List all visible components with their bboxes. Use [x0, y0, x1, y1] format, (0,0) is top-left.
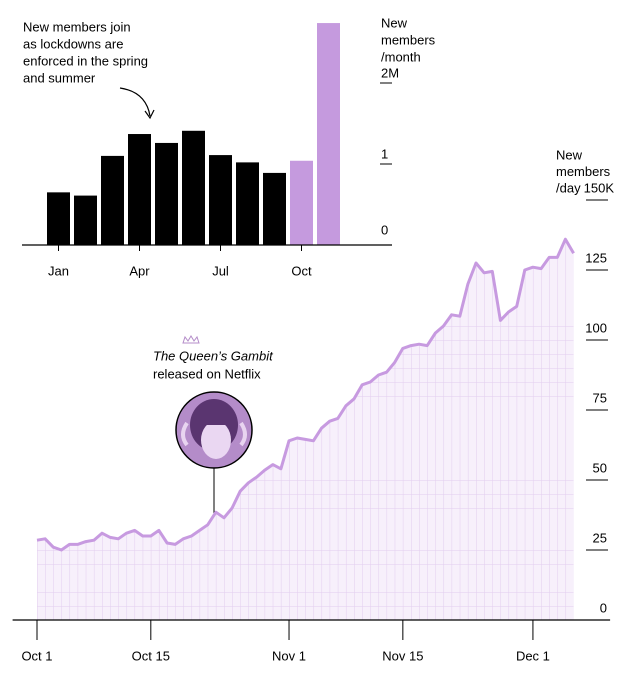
y-tick-label: 0	[381, 222, 388, 237]
bar	[128, 134, 151, 245]
crown-icon	[182, 335, 200, 344]
annotation: and summer	[23, 70, 96, 85]
y-tick-label: 1	[381, 146, 388, 161]
x-tick-label: Oct	[291, 263, 312, 278]
y-tick-label: 75	[593, 390, 607, 405]
bar	[317, 23, 340, 246]
bar	[155, 142, 178, 245]
y-tick-label: 50	[593, 460, 607, 475]
annotation: enforced in the spring	[23, 53, 148, 68]
y-axis-label: members	[556, 164, 611, 179]
area	[37, 239, 574, 620]
bar	[47, 192, 70, 245]
bar	[263, 172, 286, 245]
y-axis-label: /month	[381, 49, 421, 64]
bar	[74, 195, 97, 245]
annotation: New members join	[23, 19, 131, 34]
y-tick-label: 125	[585, 250, 607, 265]
bar	[236, 162, 259, 245]
x-tick-label: Nov 1	[272, 648, 306, 663]
y-axis-label: New	[381, 15, 408, 30]
x-tick-label: Jul	[212, 263, 229, 278]
x-tick-label: Jan	[48, 263, 69, 278]
y-tick-label: 150K	[584, 180, 615, 195]
y-axis-label: /day	[556, 180, 581, 195]
x-tick-label: Oct 15	[132, 648, 170, 663]
y-axis-label: members	[381, 32, 436, 47]
annotation: as lockdowns are	[23, 36, 123, 51]
annotation-title: The Queen’s Gambit	[153, 348, 274, 363]
annotation: released on Netflix	[153, 366, 261, 381]
arrow-head	[144, 109, 155, 120]
arrow	[119, 87, 151, 117]
bar	[182, 130, 205, 245]
x-tick-label: Dec 1	[516, 648, 550, 663]
bar	[290, 160, 313, 245]
y-tick-label: 100	[585, 320, 607, 335]
bar	[209, 155, 232, 245]
x-tick-label: Oct 1	[21, 648, 52, 663]
x-tick-label: Apr	[129, 263, 150, 278]
bar	[101, 155, 124, 245]
y-tick-label: 2M	[381, 65, 399, 80]
y-tick-label: 25	[593, 530, 607, 545]
gambit-photo	[175, 391, 253, 513]
line	[36, 237, 575, 552]
x-tick-label: Nov 15	[382, 648, 423, 663]
y-axis-label: New	[556, 147, 583, 162]
y-tick-label: 0	[600, 600, 607, 615]
